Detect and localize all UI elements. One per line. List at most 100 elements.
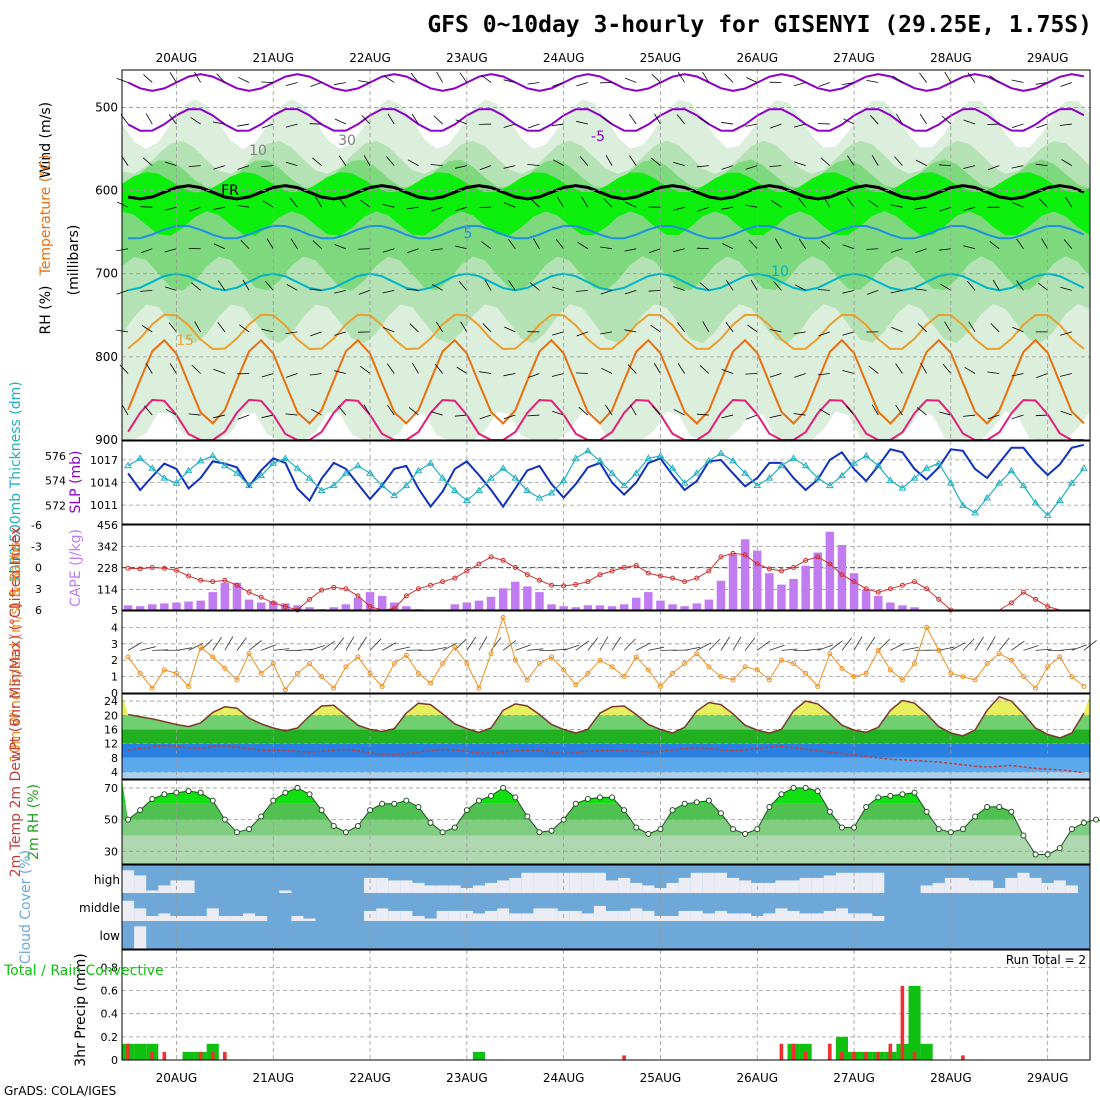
precip-conv-bar xyxy=(150,1051,154,1060)
cloud-cell xyxy=(860,913,873,921)
wind10-point xyxy=(778,657,784,663)
cloud-frame xyxy=(121,864,1091,950)
rh2m-point xyxy=(403,797,410,804)
wind-barb xyxy=(164,161,177,166)
lifted-index-point xyxy=(742,552,748,558)
isotherm-line xyxy=(127,313,1085,351)
wind-barb xyxy=(890,204,903,208)
rh2m-point xyxy=(947,829,954,836)
cloud-cell xyxy=(134,875,147,893)
wind-barb xyxy=(629,404,637,416)
bottom-date-label: 25AUG xyxy=(640,1071,682,1085)
wind10-barb xyxy=(188,643,204,651)
thickness-point xyxy=(402,481,411,489)
wind-barb xyxy=(383,75,395,83)
wind-barb xyxy=(311,408,322,416)
wind10-point xyxy=(573,682,579,688)
precip-conv-bar xyxy=(622,1055,626,1060)
wind-barb xyxy=(798,197,806,208)
rh2m-point xyxy=(1008,808,1015,815)
wind10-point xyxy=(258,670,264,676)
wind-barb xyxy=(527,414,540,417)
cloud-cell xyxy=(400,880,413,893)
wind-barb xyxy=(673,286,685,291)
wind10-point xyxy=(234,677,240,683)
wind-barb xyxy=(504,326,516,333)
thickness-point xyxy=(729,456,737,464)
contour-label: 10 xyxy=(249,143,267,159)
thickness-point xyxy=(801,461,810,469)
cape-bar xyxy=(547,604,556,610)
wind10-point xyxy=(742,664,748,670)
wind-barb xyxy=(819,408,831,416)
wind10-point xyxy=(488,651,494,657)
wind-barb xyxy=(361,115,371,125)
cloud-cell xyxy=(702,913,715,921)
cloud-label: Cloud Cover (%) xyxy=(18,850,34,964)
wind10-point xyxy=(839,665,845,671)
lifted-index-point xyxy=(186,573,192,579)
wind-barb xyxy=(337,405,347,416)
cloud-cell xyxy=(618,910,631,921)
wind-barb xyxy=(121,155,129,166)
lifted-index-point xyxy=(343,586,349,592)
wind-barb xyxy=(963,165,976,169)
cape-bar xyxy=(256,602,266,610)
wind-barb xyxy=(551,373,564,377)
wind10-point xyxy=(960,674,966,680)
thickness-point xyxy=(305,474,314,481)
cape-bar xyxy=(765,573,774,610)
lifted-index-point xyxy=(718,554,724,560)
wind-barb xyxy=(600,246,613,250)
wind10-point xyxy=(912,660,918,666)
wind-barb xyxy=(794,161,806,166)
slp-tick-label: 1011 xyxy=(90,499,118,512)
wind-barb xyxy=(455,119,467,125)
wind10-barb xyxy=(1011,640,1025,651)
wind-barb xyxy=(769,373,782,378)
wind10-point xyxy=(403,652,409,658)
wind10-point xyxy=(524,677,530,683)
wind-barb xyxy=(698,117,710,125)
rh2m-point xyxy=(524,813,531,820)
wind-barb xyxy=(1011,123,1024,128)
cape-bar xyxy=(716,580,726,610)
lifted-index-point xyxy=(476,561,482,567)
cloud-cell xyxy=(666,916,679,921)
wind-barb xyxy=(503,123,516,128)
lifted-index-point xyxy=(536,577,542,583)
cape-bar xyxy=(728,554,738,610)
wind-barb xyxy=(963,119,976,125)
wind10-barb xyxy=(224,636,234,651)
cloud-cell xyxy=(388,880,401,893)
cape-bar xyxy=(365,592,375,610)
bottom-date-label: 22AUG xyxy=(349,1071,391,1085)
thickness-point xyxy=(487,474,495,481)
wind10-barb xyxy=(1023,645,1039,651)
cloud-cell xyxy=(122,870,135,893)
cloud-cell xyxy=(376,877,389,893)
cape-bar xyxy=(523,586,532,610)
wind-barb xyxy=(430,248,443,251)
wind-barb xyxy=(410,72,419,83)
wind10-point xyxy=(367,670,373,676)
lifted-index-point xyxy=(464,568,470,574)
cloud-cell xyxy=(122,900,135,921)
cloud-level-label: low xyxy=(100,929,121,943)
lifted-index-point xyxy=(137,566,143,572)
wind-barb xyxy=(967,280,976,291)
wind-barb xyxy=(266,238,274,249)
wind-barb xyxy=(577,242,589,250)
cloud-cell xyxy=(739,913,752,921)
rh2m-point xyxy=(209,797,216,804)
wind-barb xyxy=(745,414,758,420)
wind-barb xyxy=(289,197,298,208)
cloud-cell xyxy=(860,872,873,893)
wind10-barb xyxy=(636,642,651,651)
lifted-index-point xyxy=(319,587,325,593)
rh2m-point xyxy=(645,830,652,837)
credit: GrADS: COLA/IGES xyxy=(4,1084,116,1098)
wind-barb xyxy=(823,196,831,208)
rh2m-point xyxy=(1093,816,1100,823)
lifted-index-point xyxy=(500,557,506,563)
